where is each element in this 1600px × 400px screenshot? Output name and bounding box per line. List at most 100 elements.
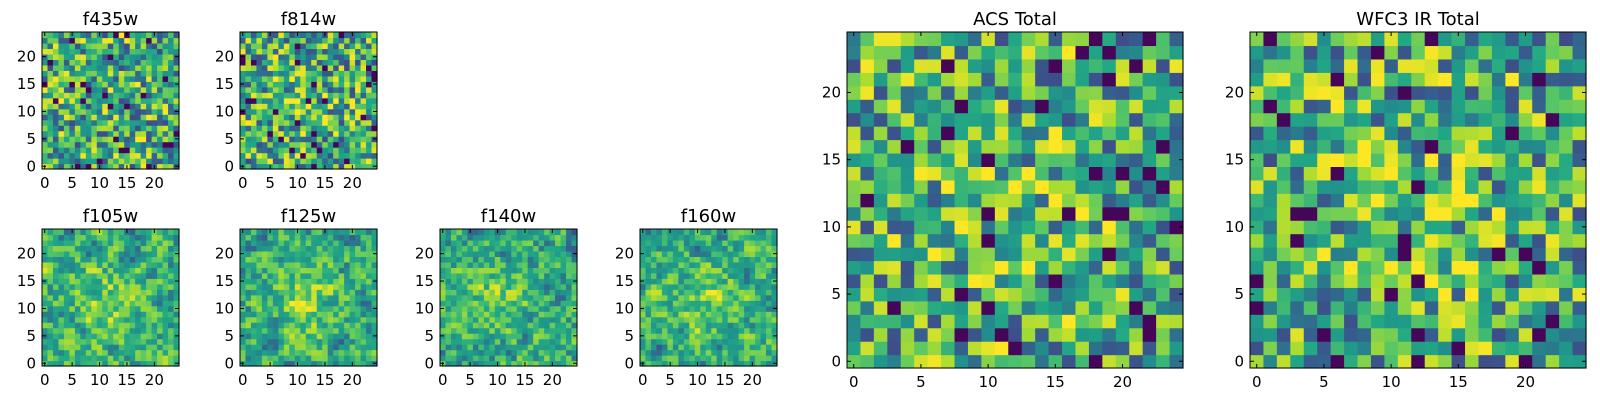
heatmap-cell [1357,193,1372,208]
heatmap-cell [533,272,540,279]
heatmap-cell [705,360,712,367]
heatmap-cell [261,300,268,307]
heatmap-cell [672,349,679,356]
heatmap-cell [240,64,247,71]
heatmap-cell [278,125,285,132]
heatmap-cell [267,272,274,279]
heatmap-cell [489,289,496,296]
heatmap-cell [1250,341,1265,356]
heatmap-cell [1021,327,1036,342]
heatmap-cell [967,45,982,60]
heatmap-cell [129,92,136,99]
heatmap-cell [566,327,573,334]
heatmap-cell [461,300,468,307]
heatmap-cell [85,42,92,50]
heatmap-cell [135,256,142,263]
heatmap-cell [129,75,136,82]
heatmap-cell [135,130,142,137]
heatmap-cell [107,147,114,154]
heatmap-cell [766,338,773,345]
heatmap-cell [151,42,158,50]
heatmap-cell [994,206,1009,221]
heatmap-cell [129,289,136,296]
heatmap-cell [162,256,169,263]
heatmap-cell [733,294,740,301]
heatmap-cell [1048,45,1063,60]
heatmap-cell [744,355,751,362]
heatmap-cell [450,360,458,367]
heatmap-cell [445,294,452,301]
heatmap-cell [272,64,279,71]
heatmap-cell [1451,287,1466,302]
heatmap-cell [533,322,540,329]
heatmap-cell [129,119,136,126]
heatmap-cell [566,245,573,252]
heatmap-cell [80,278,87,285]
heatmap-cell [146,256,153,263]
heatmap-cell [549,278,556,285]
heatmap-cell [96,152,103,159]
heatmap-cell [645,349,652,356]
heatmap-cell [74,86,81,93]
heatmap-cell [102,245,109,252]
heatmap-cell [1048,260,1063,275]
heatmap-cell [85,152,92,159]
heatmap-cell [914,166,929,181]
heatmap-cell [322,59,329,66]
heatmap-cell [1156,45,1171,60]
heatmap-cell [102,283,109,290]
heatmap-cell [102,239,109,247]
heatmap-cell [371,130,378,137]
heatmap-cell [349,261,356,268]
heatmap-cell [300,130,307,137]
heatmap-cell [283,53,290,60]
heatmap-cell [467,344,474,351]
heatmap-cell [272,163,279,170]
heatmap-cell [1532,314,1547,329]
heatmap-cell [146,37,153,44]
heatmap-cell [640,234,647,241]
heatmap-cell [694,355,701,362]
heatmap-cell [52,64,60,71]
heatmap-cell [914,45,929,60]
heatmap-cell [645,272,652,279]
heatmap-cell [954,193,969,208]
heatmap-cell [511,245,518,252]
heatmap-cell [555,278,562,285]
heatmap-cell [1048,166,1063,181]
heatmap-cell [640,327,647,334]
heatmap-cell [102,53,109,60]
heatmap-cell [140,239,147,247]
heatmap-cell [1008,85,1023,100]
heatmap-cell [261,86,268,93]
heatmap-cell [483,338,490,345]
heatmap-cell [1330,314,1345,329]
heatmap-cell [527,360,534,367]
heatmap-cell [333,239,340,247]
heatmap-cell [1303,193,1318,208]
heatmap-cell [716,360,723,367]
heatmap-cell [1035,327,1050,342]
heatmap-cell [366,114,373,121]
heatmap-cell [700,316,707,323]
heatmap-cell [52,245,60,252]
heatmap-cell [267,305,274,312]
heatmap-cell [456,261,463,268]
heatmap-cell [140,355,147,362]
heatmap-cell [461,311,468,318]
heatmap-cell [58,119,65,126]
heatmap-cell [140,229,147,236]
heatmap-cell [80,300,87,307]
heatmap-cell [694,322,701,329]
heatmap-cell [760,278,767,285]
heatmap-cell [1115,126,1130,141]
heatmap-cell [322,103,329,110]
heatmap-cell [467,349,474,356]
heatmap-cell [1276,233,1291,248]
heatmap-cell [322,37,329,44]
heatmap-cell [1263,152,1278,167]
heatmap-cell [847,220,862,235]
heatmap-cell [124,327,131,334]
heatmap-cell [914,300,929,315]
heatmap-cell [129,108,136,115]
